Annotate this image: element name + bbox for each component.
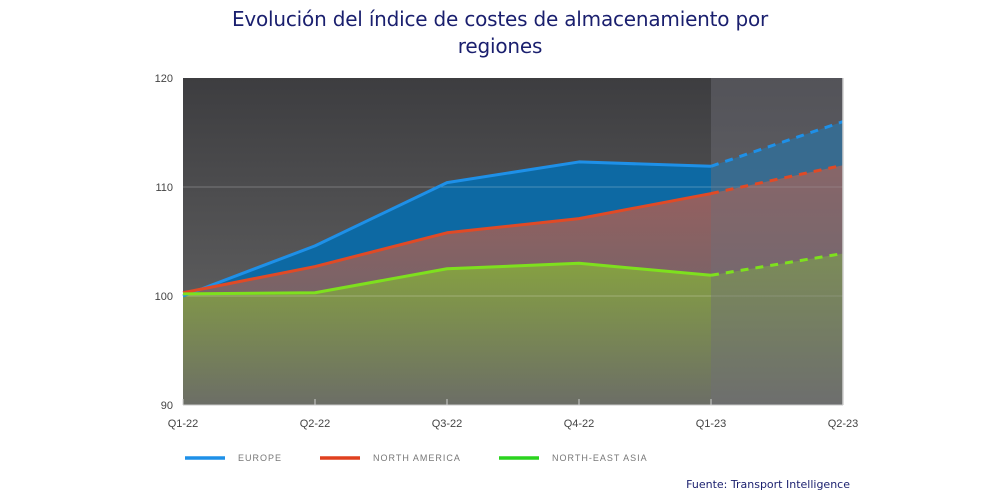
line-north-east-asia — [182, 261, 712, 296]
line-north-america — [182, 192, 712, 295]
legend-item: NORTH AMERICA — [320, 453, 461, 463]
x-tick-label: Q2-23 — [828, 418, 859, 430]
gridlines — [183, 186, 843, 297]
line-forecast-north-america — [710, 163, 844, 196]
y-tick-label: 110 — [155, 182, 173, 194]
legend-label: NORTH-EAST ASIA — [552, 453, 648, 463]
axes: 90 100 110 120 Q1-22 Q2-22 Q3-22 Q4-22 Q1-23 Q2-2… — [155, 73, 859, 430]
x-tick-label: Q1-22 — [168, 418, 199, 430]
x-tick-label: Q1-23 — [696, 418, 727, 430]
series-lines — [182, 120, 844, 298]
legend-label: EUROPE — [238, 453, 282, 463]
x-tick-label: Q4-22 — [564, 418, 595, 430]
line-europe — [182, 160, 712, 298]
area-north-east-asia — [183, 253, 843, 405]
chart-title: Evolución del índice de costes de almace… — [0, 6, 1000, 60]
forecast-shade — [711, 78, 843, 405]
forecast-region — [711, 78, 843, 405]
x-tick-label: Q3-22 — [432, 418, 463, 430]
chart-title-line-2: regiones — [457, 34, 543, 58]
legend-item: EUROPE — [185, 453, 282, 463]
legend-label: NORTH AMERICA — [373, 453, 461, 463]
area-north-america — [183, 165, 843, 294]
x-tick-label: Q2-22 — [300, 418, 331, 430]
legend: EUROPE NORTH AMERICA NORTH-EAST ASIA — [185, 453, 648, 463]
chart-title-line-1: Evolución del índice de costes de almace… — [231, 7, 769, 31]
y-tick-label: 100 — [155, 291, 173, 303]
legend-item: NORTH-EAST ASIA — [499, 453, 648, 463]
y-tick-label: 120 — [155, 73, 173, 85]
line-forecast-north-east-asia — [710, 252, 844, 277]
y-tick-label: 90 — [161, 400, 173, 412]
source-note: Fuente: Transport Intelligence — [686, 478, 850, 491]
